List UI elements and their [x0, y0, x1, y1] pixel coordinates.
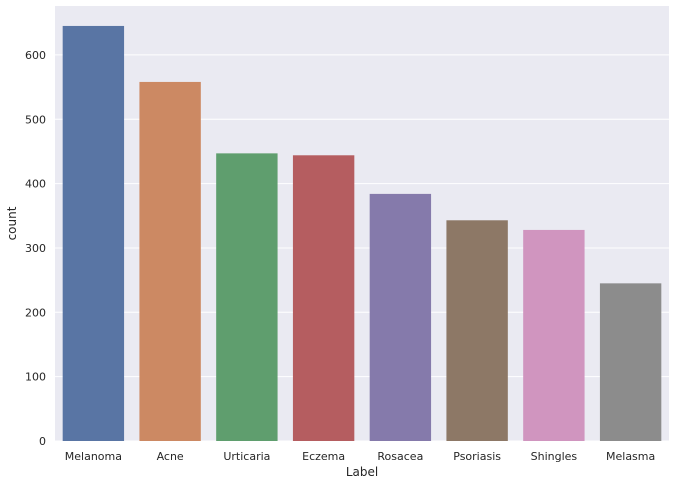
x-tick-label: Rosacea [377, 450, 423, 463]
x-tick-label: Melanoma [65, 450, 122, 463]
bar-melanoma [62, 25, 125, 442]
x-tick-label: Urticaria [223, 450, 270, 463]
bar-acne [139, 81, 201, 442]
y-tick-label: 400 [25, 178, 46, 191]
y-axis-ticks: 0 100 200 300 400 500 600 [25, 49, 46, 448]
y-tick-label: 0 [39, 435, 46, 448]
y-tick-label: 500 [25, 113, 46, 126]
bar-rosacea [369, 193, 432, 441]
x-tick-label: Melasma [606, 450, 655, 463]
x-tick-label: Eczema [302, 450, 345, 463]
x-axis-ticks: Melanoma Acne Urticaria Eczema Rosacea Psoria… [65, 450, 655, 463]
bar-urticaria [216, 153, 278, 441]
bar-melasma [599, 283, 662, 441]
y-tick-label: 600 [25, 49, 46, 62]
y-tick-label: 100 [25, 371, 46, 384]
x-tick-label: Psoriasis [453, 450, 501, 463]
x-axis-title: Label [346, 465, 378, 479]
y-tick-label: 200 [25, 306, 46, 319]
x-tick-label: Acne [157, 450, 184, 463]
bar-shingles [523, 229, 585, 441]
y-axis-title: count [5, 206, 19, 240]
bar-eczema [292, 155, 355, 441]
x-tick-label: Shingles [531, 450, 578, 463]
bars [62, 25, 662, 442]
y-tick-label: 300 [25, 242, 46, 255]
bar-psoriasis [446, 220, 508, 441]
